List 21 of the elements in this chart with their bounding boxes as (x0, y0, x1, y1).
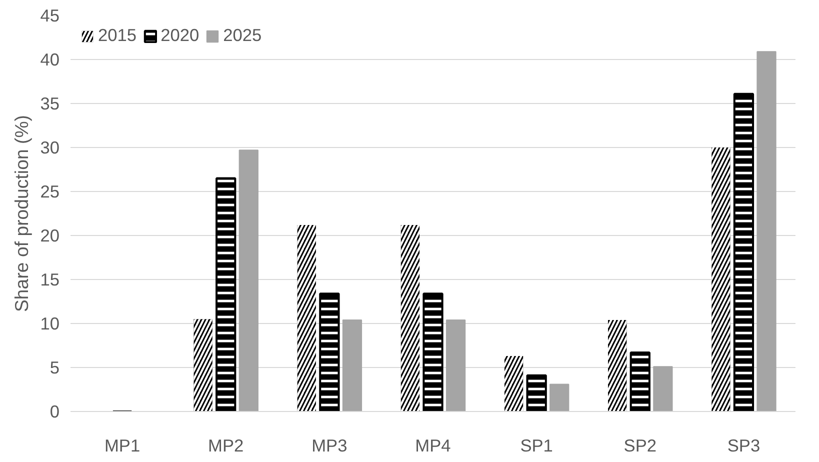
y-tick-label: 45 (40, 6, 60, 26)
y-tick-label: 15 (40, 270, 60, 290)
x-tick-label: SP1 (520, 436, 553, 456)
y-tick-label: 40 (40, 50, 60, 70)
legend-label: 2015 (98, 25, 137, 46)
legend-label: 2020 (160, 25, 200, 46)
x-tick-label: MP2 (208, 436, 244, 456)
y-tick-label: 25 (40, 182, 60, 202)
y-tick-label: 5 (50, 358, 60, 378)
y-tick-label: 10 (40, 314, 60, 334)
x-tick-label: SP3 (727, 436, 760, 456)
y-tick-label: 0 (50, 402, 60, 422)
y-tick-label: 35 (40, 94, 60, 114)
x-tick-label: MP4 (415, 436, 452, 456)
x-tick-label: SP2 (624, 436, 657, 456)
x-tick-label: MP1 (104, 436, 140, 456)
x-tick-label: MP3 (312, 436, 348, 456)
y-tick-label: 30 (40, 138, 60, 158)
legend-label: 2025 (223, 25, 262, 46)
y-tick-label: 20 (40, 226, 60, 246)
y-axis-title: Share of production (%) (11, 114, 32, 312)
